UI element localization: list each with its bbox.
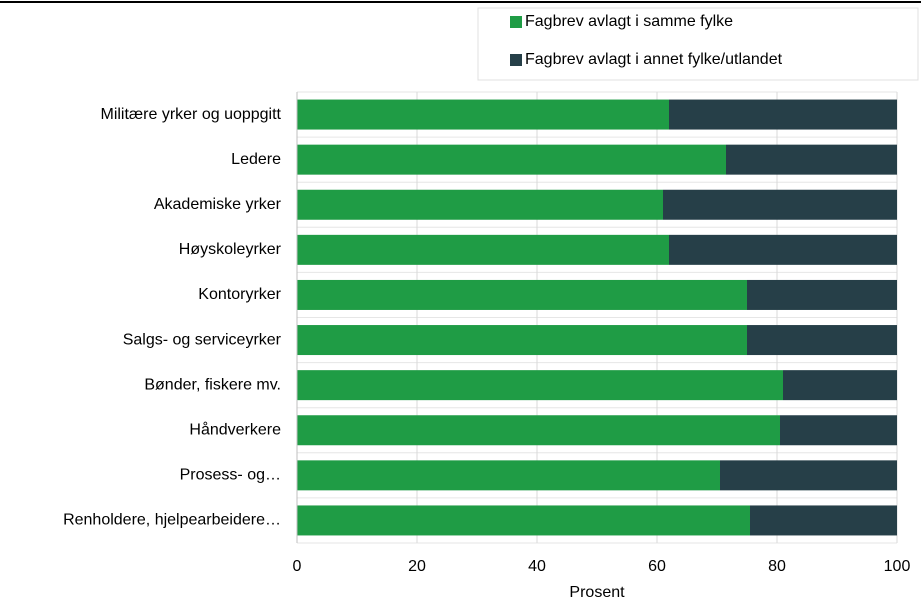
bar-segment [297,415,780,446]
bar-segment [747,279,897,310]
bar-segment [297,460,720,491]
bar-segment [783,370,897,401]
bar-segment [726,144,897,175]
x-axis-label: Prosent [569,584,625,601]
y-tick-label: Håndverkere [189,420,281,438]
bar-segment [297,189,663,220]
bar-segment [747,325,897,356]
x-tick-label: 100 [884,558,911,575]
bar-segment [297,144,726,175]
legend-label: Fagbrev avlagt i annet fylke/utlandet [525,51,783,68]
bar-segment [297,325,747,356]
legend-box [477,7,919,81]
legend-label: Fagbrev avlagt i samme fylke [525,13,733,30]
x-tick-label: 20 [408,558,426,575]
bar-segment [297,99,669,130]
bar-segment [297,370,783,401]
bar-segment [297,279,747,310]
bar-segment [297,234,669,265]
bar-segment [669,234,897,265]
bar-segment [750,505,897,536]
y-tick-label: Ledere [231,151,281,168]
y-tick-label: Prosess- og… [180,467,281,484]
y-tick-label: Høyskoleyrker [179,241,282,258]
bar-segment [720,460,897,491]
y-tick-label: Bønder, fiskere mv. [144,376,281,393]
bar-segment [297,505,750,536]
x-tick-label: 60 [648,558,666,575]
legend-swatch [510,16,522,28]
x-tick-label: 80 [768,558,786,575]
y-tick-label: Kontoryrker [198,286,281,303]
y-tick-label: Renholdere, hjelpearbeidere… [63,512,281,529]
legend-swatch [510,54,522,66]
y-tick-label: Militære yrker og uoppgitt [100,106,281,123]
x-tick-label: 40 [528,558,546,575]
y-tick-label: Akademiske yrker [154,196,282,213]
bar-segment [780,415,897,446]
bar-segment [663,189,897,220]
x-tick-label: 0 [293,558,302,575]
bar-segment [669,99,897,130]
y-tick-label: Salgs- og serviceyrker [123,331,282,348]
